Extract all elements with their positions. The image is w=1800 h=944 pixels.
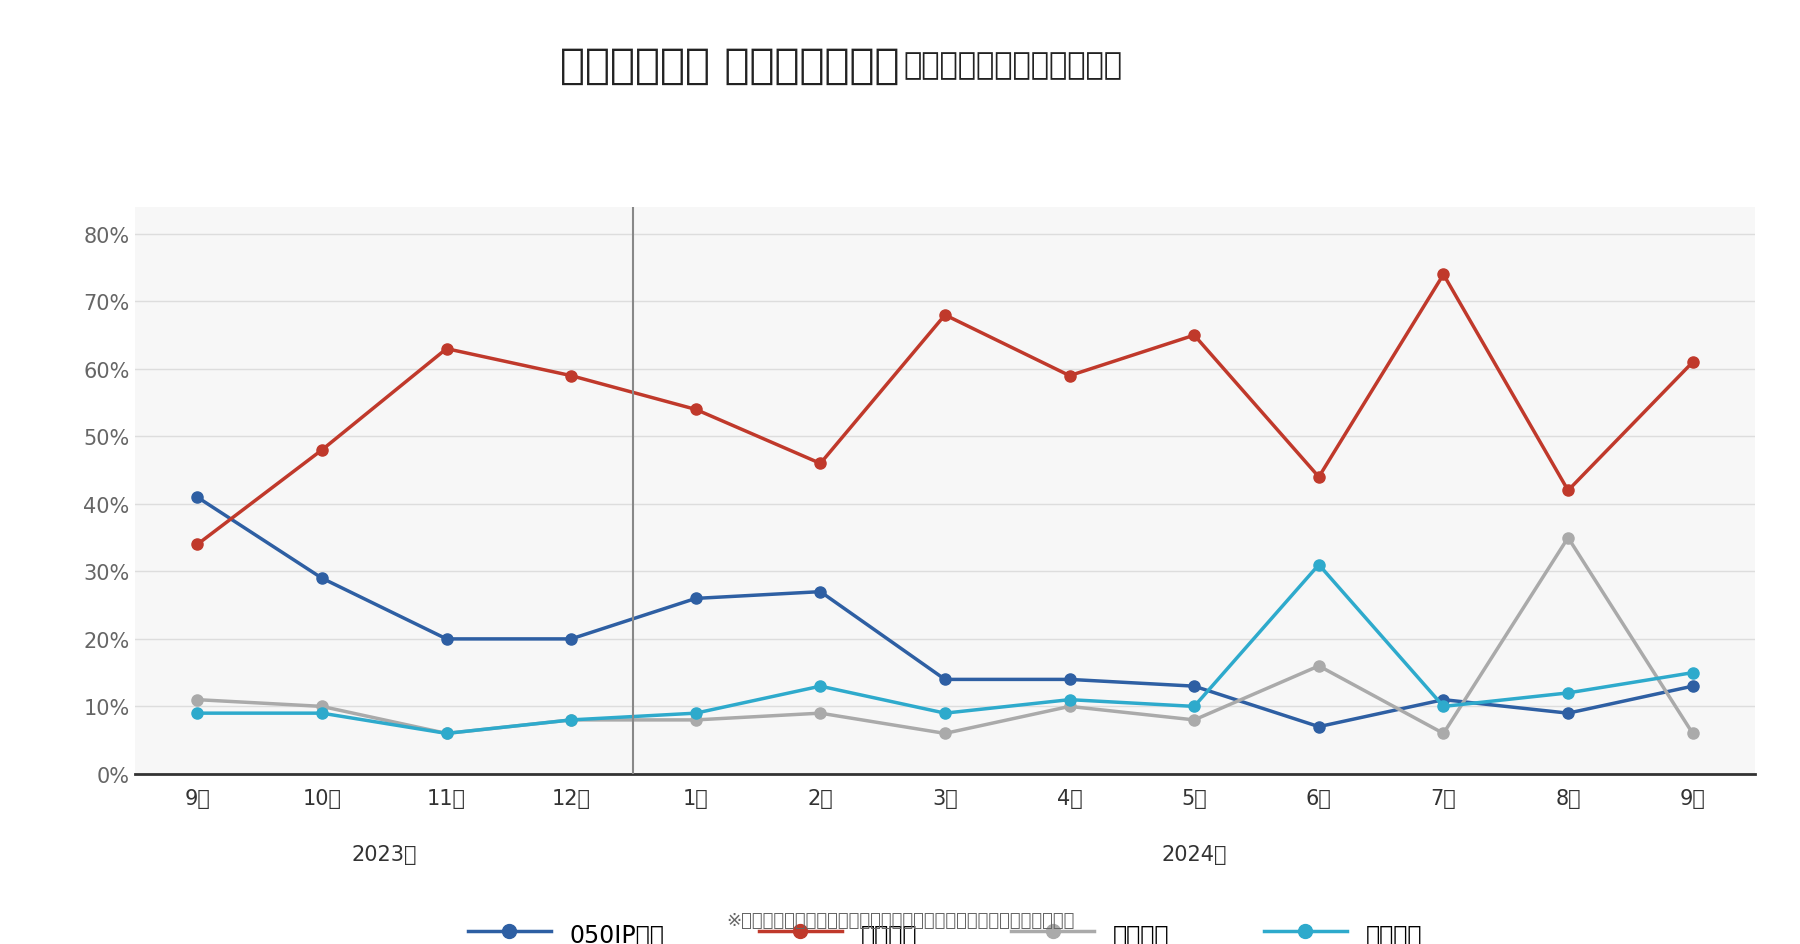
Text: 迷惑電話番号 種別割合の推移: 迷惑電話番号 種別割合の推移 — [560, 45, 900, 87]
Text: ※月毎に新たに迷惑電話番号データベースに登録された番号の種別割合: ※月毎に新たに迷惑電話番号データベースに登録された番号の種別割合 — [725, 911, 1075, 930]
Text: 2024年: 2024年 — [1161, 844, 1228, 865]
Text: 2023年: 2023年 — [351, 844, 418, 865]
Legend: 050IP電話, 国際電話, 固定電話, 携帯電話: 050IP電話, 国際電話, 固定電話, 携帯電話 — [459, 910, 1431, 944]
Text: （トビラシステムズ調べ）: （トビラシステムズ調べ） — [904, 52, 1123, 80]
